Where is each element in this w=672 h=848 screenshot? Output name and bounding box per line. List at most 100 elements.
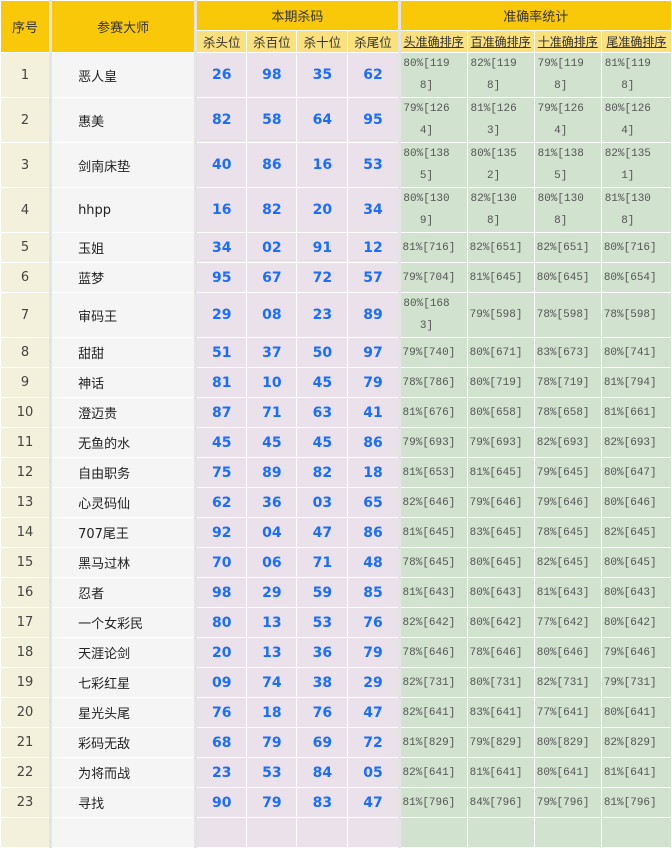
row-index: 11 <box>0 427 52 458</box>
table-row: 10 澄迈贵 87 71 63 41 81%[676] 80%[658] 78%[658] 81%… <box>0 397 672 428</box>
accuracy-value: 78%[646] <box>469 646 523 659</box>
accuracy-value: 80%[1683] <box>403 298 450 332</box>
accuracy-value: 80%[645] <box>603 556 657 569</box>
accuracy-value: 81%[829] <box>402 736 456 749</box>
accuracy-value: 80%[1308] <box>537 193 584 227</box>
row-index: 15 <box>0 547 52 578</box>
row-index: 10 <box>0 397 52 428</box>
accuracy-value: 79%[1264] <box>403 103 450 137</box>
accuracy-value: 81%[653] <box>402 466 456 479</box>
kill-number: 67 <box>246 262 298 293</box>
kill-number: 47 <box>296 517 349 548</box>
accuracy-value: 83%[645] <box>469 526 523 539</box>
sort-head-accuracy-link[interactable]: 头准确排序 <box>403 35 464 49</box>
accuracy-value: 82%[829] <box>603 736 657 749</box>
kill-number: 45 <box>246 427 298 458</box>
sort-hundred-accuracy-link[interactable]: 百准确排序 <box>470 35 531 49</box>
table-row: 20 星光头尾 76 18 76 47 82%[641] 83%[641] 77%[641] 80… <box>0 697 672 728</box>
kill-number: 70 <box>194 547 248 578</box>
master-name: 天涯论剑 <box>49 637 197 668</box>
accuracy-value: 79%[731] <box>603 676 657 689</box>
accuracy-value: 81%[794] <box>603 376 657 389</box>
kill-number: 16 <box>194 187 248 233</box>
header-kill-group: 本期杀码 <box>194 0 400 31</box>
accuracy-value: 79%[829] <box>469 736 523 749</box>
table-row: 23 寻找 90 79 83 47 81%[796] 84%[796] 79%[796] 81%[… <box>0 787 672 818</box>
accuracy-value: 79%[645] <box>536 466 590 479</box>
row-index: 13 <box>0 487 52 518</box>
table-row: 13 心灵码仙 62 36 03 65 82%[646] 79%[646] 79%[646] 80… <box>0 487 672 518</box>
kill-number: 79 <box>347 637 400 668</box>
accuracy-value: 83%[641] <box>469 706 523 719</box>
row-index: 19 <box>0 667 52 698</box>
kill-number: 84 <box>296 757 349 788</box>
accuracy-value: 82%[1308] <box>470 193 517 227</box>
accuracy-value: 82%[646] <box>402 496 456 509</box>
accuracy-value: 82%[642] <box>402 616 456 629</box>
sort-tail-accuracy-link[interactable]: 尾准确排序 <box>606 35 667 49</box>
accuracy-value: 79%[740] <box>402 346 456 359</box>
master-name: 心灵码仙 <box>49 487 197 518</box>
kill-number: 81 <box>194 367 248 398</box>
kill-number: 03 <box>296 487 349 518</box>
kill-number: 45 <box>194 427 248 458</box>
sort-ten-accuracy-link[interactable]: 十准确排序 <box>537 35 598 49</box>
master-name: 无鱼的水 <box>49 427 197 458</box>
table-row: 3 剑南床垫 40 86 16 53 80%[1385] 80%[1352] 81%[1385]… <box>0 142 672 188</box>
accuracy-value: 83%[673] <box>536 346 590 359</box>
accuracy-value: 81%[796] <box>402 796 456 809</box>
kill-number: 82 <box>246 187 298 233</box>
accuracy-value: 80%[645] <box>469 556 523 569</box>
kill-number: 12 <box>347 232 400 263</box>
row-index: 14 <box>0 517 52 548</box>
kill-number: 97 <box>347 337 400 368</box>
row-index: 18 <box>0 637 52 668</box>
header-kill-head: 杀头位 <box>194 30 248 53</box>
master-name: 澄迈贵 <box>49 397 197 428</box>
accuracy-value: 79%[704] <box>402 271 456 284</box>
accuracy-value: 84%[796] <box>469 796 523 809</box>
accuracy-value: 81%[641] <box>469 766 523 779</box>
table-row: 22 为将而战 23 53 84 05 82%[641] 81%[641] 80%[641] 81… <box>0 757 672 788</box>
header-kill-tail: 杀尾位 <box>347 30 400 53</box>
table-row: 14 707尾王 92 04 47 86 81%[645] 83%[645] 78%[645] 8… <box>0 517 672 548</box>
kill-number: 38 <box>296 667 349 698</box>
row-index: 6 <box>0 262 52 293</box>
kill-number: 79 <box>246 727 298 758</box>
master-name: 剑南床垫 <box>49 142 197 188</box>
table-body: 1 恶人皇 26 98 35 62 80%[1198] 82%[1198] 79%[1198] 8… <box>0 52 672 848</box>
accuracy-value: 78%[658] <box>536 406 590 419</box>
kill-number: 76 <box>296 697 349 728</box>
kill-number: 72 <box>296 262 349 293</box>
kill-number: 86 <box>347 427 400 458</box>
row-index: 22 <box>0 757 52 788</box>
accuracy-value: 81%[1198] <box>604 58 651 92</box>
master-name: 为将而战 <box>49 757 197 788</box>
master-name: 审码王 <box>49 292 197 338</box>
accuracy-value: 78%[598] <box>536 309 590 321</box>
accuracy-value: 81%[676] <box>402 406 456 419</box>
row-index: 4 <box>0 187 52 233</box>
kill-number: 05 <box>347 757 400 788</box>
accuracy-value: 80%[719] <box>469 376 523 389</box>
accuracy-value: 81%[796] <box>603 796 657 809</box>
row-index: 12 <box>0 457 52 488</box>
kill-number: 76 <box>194 697 248 728</box>
kill-number: 20 <box>194 637 248 668</box>
row-index: 16 <box>0 577 52 608</box>
accuracy-value: 82%[651] <box>469 241 523 254</box>
master-name: 寻找 <box>49 787 197 818</box>
row-index: 20 <box>0 697 52 728</box>
kill-number: 79 <box>347 367 400 398</box>
kill-number: 79 <box>246 787 298 818</box>
accuracy-value: 82%[731] <box>402 676 456 689</box>
kill-number: 59 <box>296 577 349 608</box>
accuracy-value: 82%[693] <box>536 436 590 449</box>
table-row: 6 蓝梦 95 67 72 57 79%[704] 81%[645] 80%[645] 80%[6… <box>0 262 672 293</box>
row-index: 1 <box>0 52 52 98</box>
kill-number: 34 <box>194 232 248 263</box>
table-row: 21 彩码无敌 68 79 69 72 81%[829] 79%[829] 80%[829] 82… <box>0 727 672 758</box>
accuracy-value: 80%[658] <box>469 406 523 419</box>
accuracy-value: 79%[598] <box>469 309 523 321</box>
accuracy-value: 78%[719] <box>536 376 590 389</box>
